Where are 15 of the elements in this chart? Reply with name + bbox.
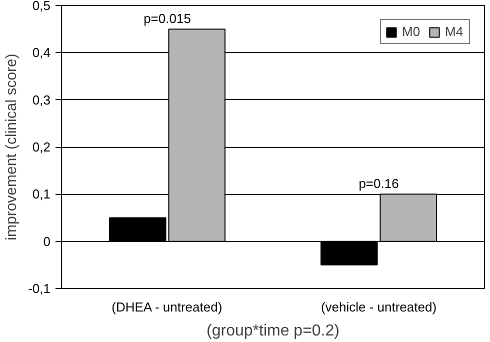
annotation: p=0.015	[144, 11, 191, 26]
y-tick-label: 0,3	[32, 92, 51, 108]
y-axis-title: improvement (clinical score)	[3, 54, 20, 240]
x-tick-label: (vehicle - untreated)	[320, 300, 437, 314]
legend-label: M4	[445, 24, 464, 39]
y-tick-label: 0,5	[32, 0, 51, 13]
y-tick-label: 0,2	[32, 140, 51, 154]
y-tick-label: 0	[43, 234, 51, 249]
y-tick-label: 0,4	[32, 45, 51, 60]
y-tick-label: 0,1	[32, 186, 51, 202]
annotation: p=0.16	[358, 176, 399, 192]
x-axis-title: (group*time p=0.2)	[206, 322, 340, 340]
y-tick-label: -0,1	[28, 281, 51, 296]
x-tick-label: (DHEA - untreated)	[112, 300, 222, 314]
legend-label: M0	[402, 24, 422, 39]
